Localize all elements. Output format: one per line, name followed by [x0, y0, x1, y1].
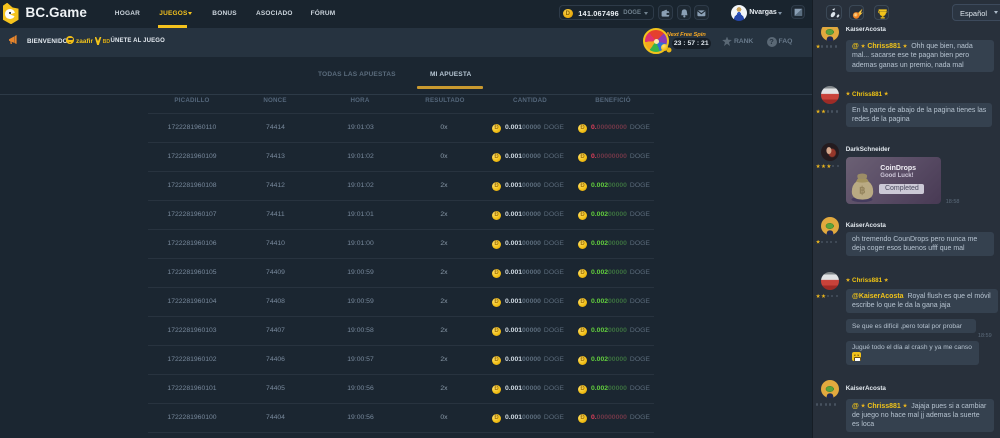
svg-text:฿: ฿	[859, 186, 865, 197]
